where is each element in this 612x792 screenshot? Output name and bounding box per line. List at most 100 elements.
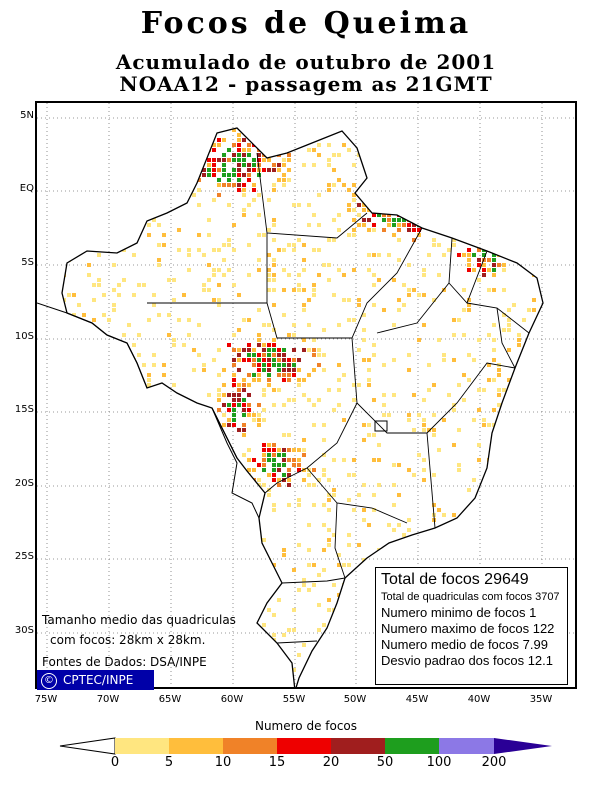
fire-cell <box>362 148 366 152</box>
fire-cell <box>152 208 156 212</box>
fire-cell <box>202 368 206 372</box>
fire-cell <box>367 218 371 222</box>
fire-cell <box>67 178 71 182</box>
fire-cell <box>272 303 276 307</box>
fire-cell <box>287 273 291 277</box>
fire-cell <box>502 233 506 237</box>
fire-cell <box>247 413 251 417</box>
fire-cell <box>372 273 376 277</box>
fire-cell <box>222 273 226 277</box>
fire-cell <box>337 378 341 382</box>
fire-cell <box>452 538 456 542</box>
fire-cell <box>212 248 216 252</box>
fire-cell <box>452 238 456 242</box>
fire-cell <box>202 363 206 367</box>
fire-cell <box>142 408 146 412</box>
fire-cell <box>212 158 216 162</box>
fire-cell <box>547 223 551 227</box>
fire-cell <box>447 198 451 202</box>
fire-cell <box>142 193 146 197</box>
fire-cell <box>332 643 336 647</box>
fire-cell <box>482 388 486 392</box>
fire-cell <box>207 288 211 292</box>
fire-cell <box>257 213 261 217</box>
fire-cell <box>517 338 521 342</box>
fire-cell <box>162 233 166 237</box>
fire-cell <box>267 323 271 327</box>
fire-cell <box>457 543 461 547</box>
fire-cell <box>137 283 141 287</box>
fire-cell <box>322 468 326 472</box>
fire-cell <box>152 648 156 652</box>
fire-cell <box>502 288 506 292</box>
fire-cell <box>522 153 526 157</box>
fire-cell <box>147 413 151 417</box>
fire-cell <box>127 648 131 652</box>
fire-cell <box>72 408 76 412</box>
fire-cell <box>92 473 96 477</box>
fire-cell <box>282 433 286 437</box>
fire-cell <box>537 248 541 252</box>
fire-cell <box>362 518 366 522</box>
fire-cell <box>487 268 491 272</box>
fire-cell <box>512 503 516 507</box>
fire-cell <box>312 338 316 342</box>
fire-cell <box>402 138 406 142</box>
fire-cell <box>232 223 236 227</box>
fire-cell <box>417 293 421 297</box>
fire-cell <box>457 383 461 387</box>
legend-tick: 20 <box>322 755 340 770</box>
fire-cell <box>132 213 136 217</box>
fire-cell <box>332 238 336 242</box>
fire-cell <box>92 138 96 142</box>
fire-cell <box>187 163 191 167</box>
fire-cell <box>252 468 256 472</box>
fire-cell <box>282 473 286 477</box>
fire-cell <box>232 348 236 352</box>
fire-cell <box>272 263 276 267</box>
fire-cell <box>132 453 136 457</box>
fire-cell <box>217 548 221 552</box>
fire-cell <box>77 558 81 562</box>
fire-cell <box>122 593 126 597</box>
fire-cell <box>262 343 266 347</box>
fire-cell <box>187 518 191 522</box>
fire-cell <box>137 353 141 357</box>
fire-cell <box>367 253 371 257</box>
fire-cell <box>267 378 271 382</box>
fire-cell <box>407 198 411 202</box>
fire-cell <box>82 473 86 477</box>
fire-cell <box>497 223 501 227</box>
lon-label: 60W <box>220 694 244 705</box>
fire-cell <box>202 253 206 257</box>
fire-cell <box>212 163 216 167</box>
state-borders <box>147 152 530 644</box>
fire-cell <box>282 313 286 317</box>
fire-cell <box>487 133 491 137</box>
fire-cell <box>217 393 221 397</box>
fire-cell <box>297 203 301 207</box>
fire-cell <box>122 508 126 512</box>
fire-cell <box>302 308 306 312</box>
fire-cell <box>317 273 321 277</box>
fire-cell <box>267 493 271 497</box>
fire-cell <box>272 453 276 457</box>
fire-cell <box>427 168 431 172</box>
fire-cell <box>97 418 101 422</box>
fire-cell <box>202 143 206 147</box>
fire-cell <box>227 148 231 152</box>
fire-cell <box>252 198 256 202</box>
fire-cell <box>332 168 336 172</box>
fire-cell <box>172 418 176 422</box>
fire-cell <box>77 358 81 362</box>
fire-cell <box>357 298 361 302</box>
fire-cell <box>257 343 261 347</box>
fire-cell <box>112 553 116 557</box>
fire-cell <box>282 463 286 467</box>
legend-swatch <box>115 738 169 754</box>
fire-cell <box>362 208 366 212</box>
fire-cell <box>252 168 256 172</box>
fire-cell <box>167 333 171 337</box>
fire-cell <box>482 553 486 557</box>
fire-cell <box>317 398 321 402</box>
